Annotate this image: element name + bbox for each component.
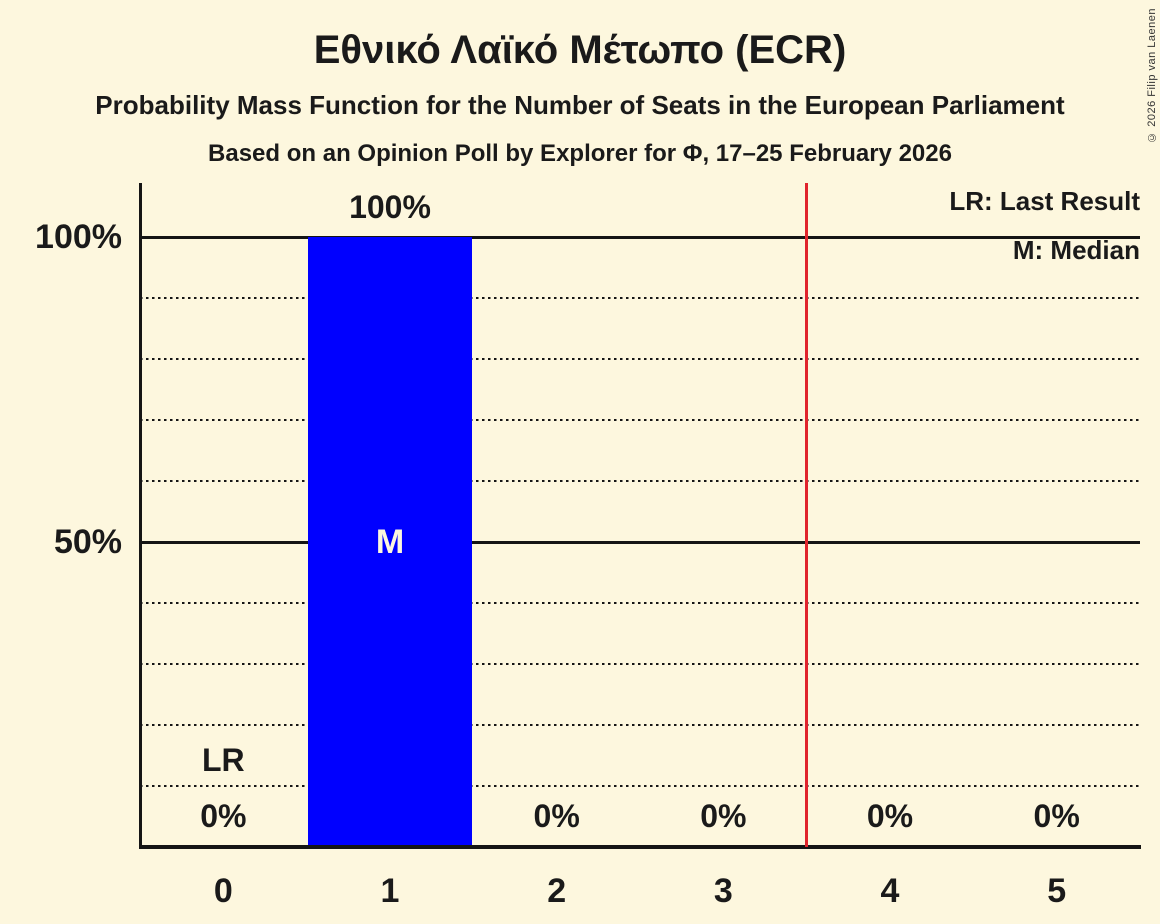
value-label-5: 0% bbox=[1033, 798, 1080, 834]
median-marker: M bbox=[375, 523, 405, 561]
gridline-10pct bbox=[140, 785, 1140, 787]
gridline-30pct bbox=[140, 663, 1140, 665]
value-label-3: 0% bbox=[700, 798, 747, 834]
y-tick-label-100: 100% bbox=[35, 218, 122, 256]
y-tick-label-50: 50% bbox=[53, 523, 122, 561]
gridline-80pct bbox=[140, 358, 1140, 360]
last-result-marker: LR bbox=[202, 742, 245, 778]
chart-subtitle: Probability Mass Function for the Number… bbox=[95, 90, 1065, 120]
value-label-4: 0% bbox=[866, 798, 914, 834]
gridline-100pct bbox=[140, 235, 1140, 239]
gridline-70pct bbox=[140, 419, 1140, 421]
x-tick-label-4: 4 bbox=[880, 872, 900, 910]
x-tick-label-2: 2 bbox=[547, 872, 567, 910]
gridline-20pct bbox=[140, 724, 1140, 726]
x-tick-label-1: 1 bbox=[380, 872, 400, 910]
gridline-90pct bbox=[140, 297, 1140, 299]
value-label-1: 100% bbox=[349, 189, 431, 225]
chart-source-line: Based on an Opinion Poll by Explorer for… bbox=[208, 140, 952, 167]
bar-1 bbox=[308, 237, 472, 847]
chart-title: Εθνικό Λαϊκό Μέτωπο (ECR) bbox=[313, 28, 847, 72]
value-label-2: 0% bbox=[533, 798, 580, 834]
gridline-60pct bbox=[140, 480, 1140, 482]
x-tick-label-0: 0 bbox=[213, 872, 233, 910]
y-axis bbox=[139, 183, 142, 847]
x-tick-label-3: 3 bbox=[713, 872, 733, 910]
value-label-0: 0% bbox=[200, 798, 247, 834]
x-tick-label-5: 5 bbox=[1047, 872, 1067, 910]
gridline-50pct bbox=[140, 540, 1140, 544]
majority-line bbox=[805, 183, 809, 847]
legend-median: M: Median bbox=[1012, 235, 1140, 265]
copyright-notice: © 2026 Filip van Laenen bbox=[1146, 8, 1158, 143]
x-axis bbox=[139, 845, 1141, 849]
gridline-40pct bbox=[140, 602, 1140, 604]
legend-last-result: LR: Last Result bbox=[949, 186, 1140, 216]
